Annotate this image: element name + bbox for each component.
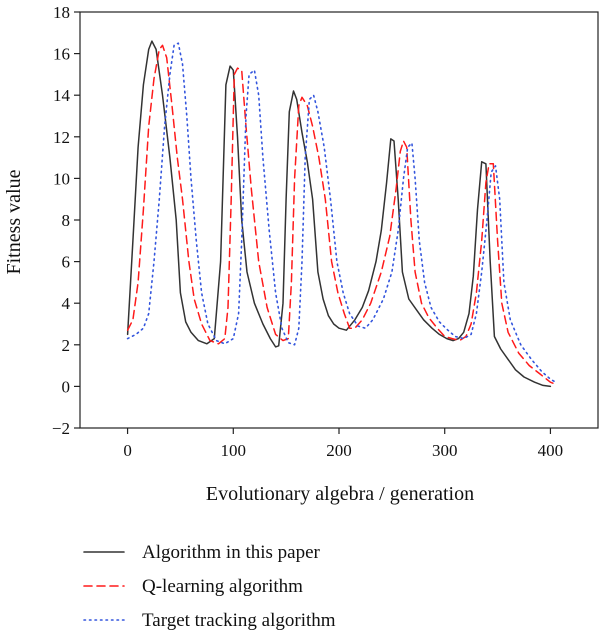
series-line-3 [126, 42, 557, 383]
legend-label-1: Algorithm in this paper [142, 542, 321, 563]
y-tick-label: 18 [53, 3, 70, 22]
y-tick-label: 16 [53, 45, 70, 64]
y-axis-label: Fitness value [3, 169, 25, 274]
legend: Algorithm in this paper Q-learning algori… [83, 542, 336, 631]
x-tick-label: 400 [538, 441, 564, 460]
y-tick-label: 10 [53, 169, 70, 188]
y-axis: −2 0 2 4 6 8 10 12 14 16 18 [52, 3, 80, 438]
y-tick-label: 6 [62, 253, 71, 272]
series-line-1 [126, 40, 552, 388]
series-line-2 [126, 44, 557, 386]
x-axis-label: Evolutionary algebra / generation [206, 483, 474, 505]
y-tick-label: 8 [62, 211, 71, 230]
y-tick-label: 14 [53, 86, 71, 105]
legend-label-3: Target tracking algorithm [142, 610, 336, 631]
y-tick-label: 12 [53, 128, 70, 147]
x-tick-label: 200 [326, 441, 352, 460]
y-tick-label: 4 [62, 294, 71, 313]
legend-label-2: Q-learning algorithm [142, 576, 303, 597]
series-layer [126, 40, 557, 388]
x-tick-label: 0 [123, 441, 132, 460]
y-tick-label: −2 [52, 419, 70, 438]
y-tick-label: 2 [62, 336, 71, 355]
y-tick-label: 0 [62, 377, 71, 396]
x-axis: 0 100 200 300 400 [123, 428, 563, 460]
x-tick-label: 300 [432, 441, 458, 460]
x-tick-label: 100 [221, 441, 247, 460]
